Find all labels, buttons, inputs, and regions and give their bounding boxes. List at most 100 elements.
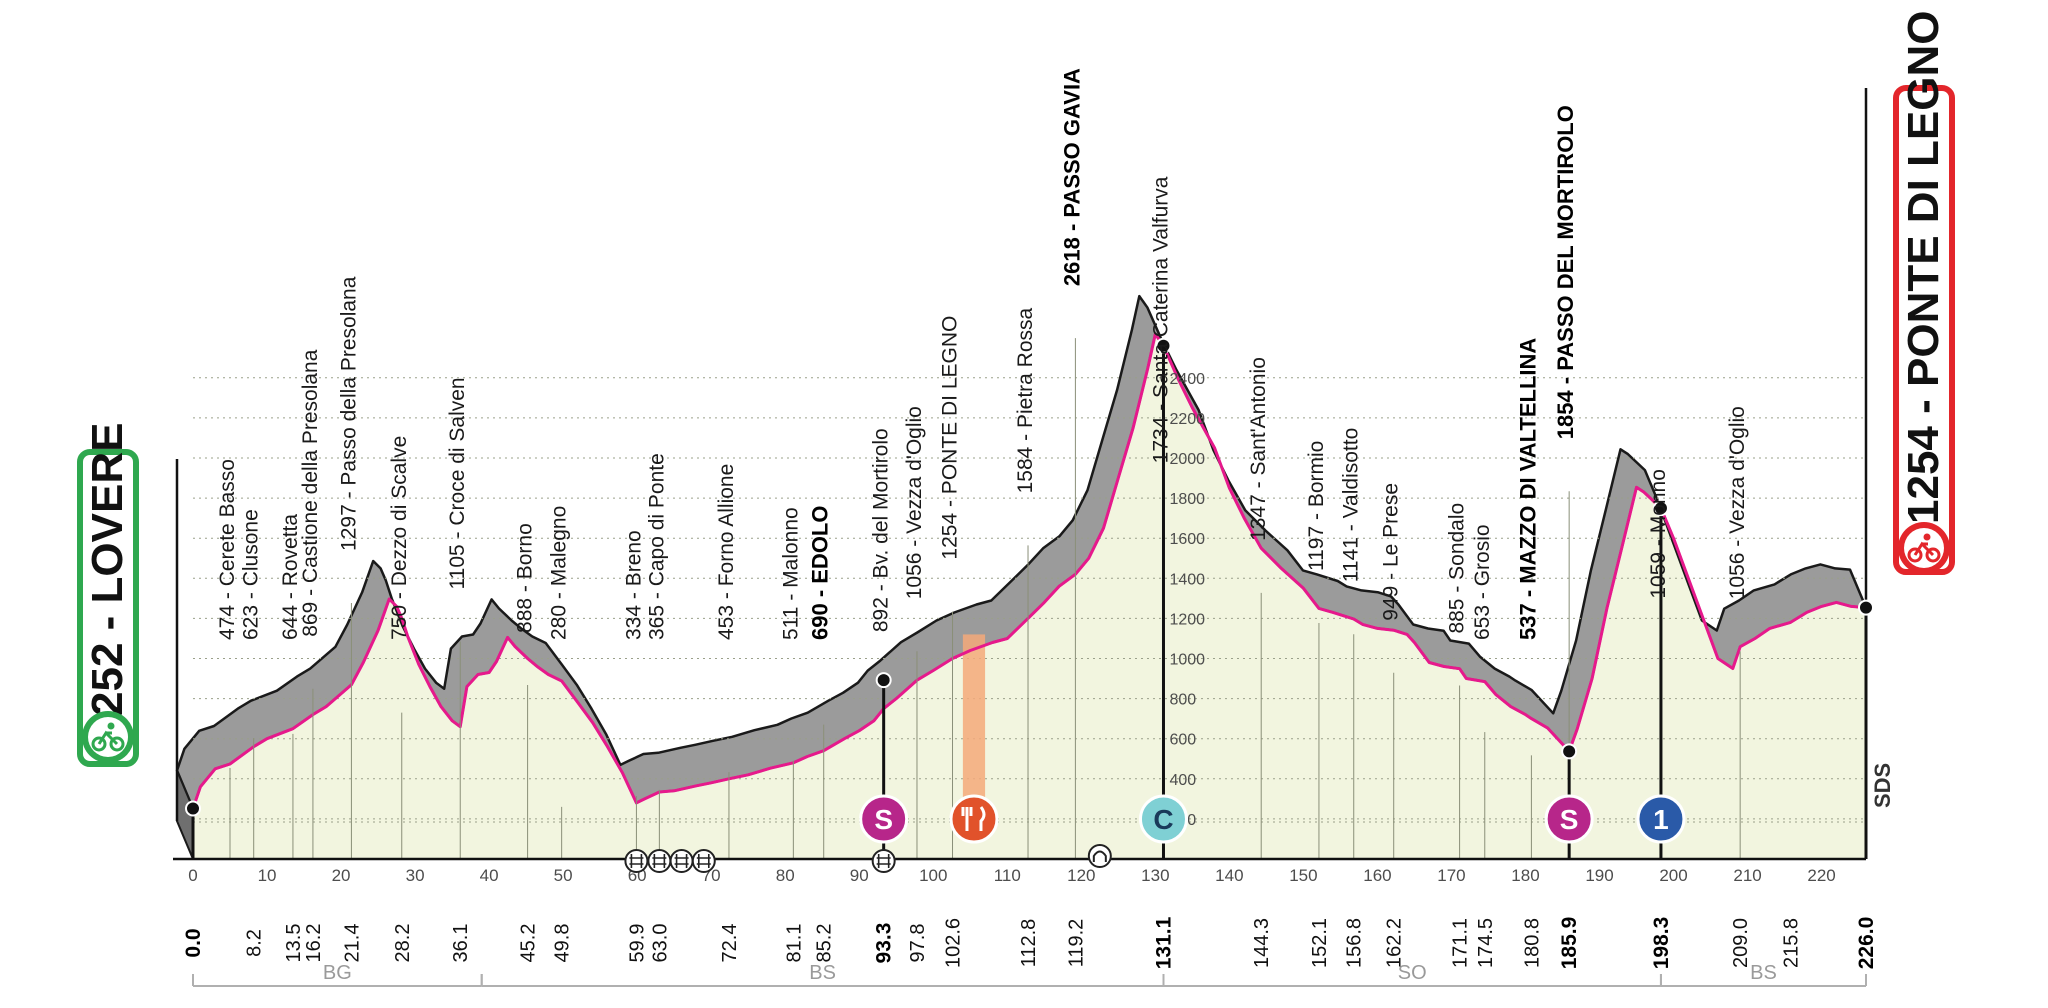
km-tick-label: 130: [1141, 866, 1169, 885]
distance-label: 152.1: [1309, 918, 1331, 968]
km-tick-label: 40: [480, 866, 499, 885]
place-label: 949 - Le Prese: [1380, 483, 1403, 621]
km-tick-label: 170: [1437, 866, 1465, 885]
distance-label: 13.5: [283, 924, 305, 963]
finish-bicycle-icon: [1907, 541, 1941, 563]
rail-crossing-icon: [871, 849, 896, 873]
place-label: 1254 - PONTE DI LEGNO: [939, 316, 962, 560]
place-label: 2618 - PASSO GAVIA: [1059, 68, 1084, 286]
marker-dot: [875, 672, 892, 689]
km-tick-label: 100: [919, 866, 947, 885]
km-tick-label: 120: [1067, 866, 1095, 885]
km-tick-label: 30: [406, 866, 425, 885]
distance-label: 97.8: [907, 924, 929, 963]
place-label: 474 - Cerete Basso: [216, 459, 239, 640]
distance-label: 215.8: [1780, 918, 1802, 968]
place-label: 653 - Grosio: [1471, 524, 1494, 640]
distance-label: 36.1: [450, 924, 472, 963]
place-label: 1297 - Passo della Presolana: [337, 276, 360, 551]
place-label: 1347 - Sant'Antonio: [1247, 357, 1270, 541]
altitude-tick-label: 2000: [1169, 451, 1205, 468]
altitude-tick-label: 2200: [1169, 411, 1205, 428]
sprint-icon: [859, 794, 909, 844]
altitude-tick-label: 2400: [1169, 371, 1205, 388]
marker-dot: [1652, 500, 1669, 517]
feed-zone-layer: [962, 634, 986, 819]
rail-track-icon: [652, 854, 667, 868]
km-tick-label: 90: [850, 866, 869, 885]
province-label: BS: [809, 962, 836, 984]
climb-c-icon: [1138, 794, 1188, 844]
distance-label: 131.1: [1152, 916, 1175, 969]
icons-layer: S C S 1: [624, 794, 1686, 873]
finish-rider-head: [1923, 533, 1931, 541]
marker-dot: [1155, 337, 1172, 354]
marker-dot: [1561, 743, 1578, 760]
km-tick-label: 110: [994, 866, 1021, 885]
distance-label: 174.5: [1475, 918, 1497, 968]
province-label: SO: [1398, 962, 1427, 984]
distance-label: 162.2: [1384, 918, 1406, 968]
province-label: BG: [323, 962, 352, 984]
marker-dot: [1858, 599, 1874, 616]
rail-crossing-icon: [647, 849, 672, 873]
start-badge-frame: [77, 449, 139, 767]
distance-label: 156.8: [1344, 918, 1366, 968]
km-tick-label: 80: [776, 866, 795, 885]
start-badge: 252 - LOVERE: [77, 423, 139, 767]
place-label: 644 - Rovetta: [279, 514, 302, 640]
place-label: 334 - Breno: [622, 530, 645, 640]
km-tick-label: 160: [1363, 866, 1391, 885]
place-label: 453 - Forno Allione: [715, 464, 738, 640]
place-label: 511 - Malonno: [779, 507, 802, 640]
place-label: 1105 - Croce di Salven: [446, 377, 469, 589]
feed-zone-band: [962, 634, 986, 819]
place-label: 537 - MAZZO DI VALTELLINA: [1515, 338, 1540, 640]
km-tick-label: 20: [332, 866, 351, 885]
start-rider-head: [107, 722, 115, 730]
altitude-tick-label: 1000: [1169, 652, 1205, 669]
tunnel-arch-icon: [1092, 850, 1107, 862]
altitude-tick-label: 1600: [1169, 531, 1205, 548]
distance-label: 119.2: [1065, 919, 1087, 968]
place-label: 888 - Borno: [514, 523, 537, 633]
distance-label: 198.3: [1650, 917, 1673, 970]
sprint-icon-label: S: [1560, 804, 1579, 835]
km-tick-label: 10: [258, 866, 277, 885]
distance-label: 8.2: [244, 929, 266, 957]
distance-label: 209.0: [1730, 918, 1752, 968]
province-layer: BG BS SO BS: [192, 962, 1867, 987]
distance-label: 85.2: [814, 924, 836, 963]
tunnel-icon: [1087, 844, 1112, 868]
province-label: BS: [1750, 962, 1777, 984]
fork-knife-icon: [961, 806, 986, 831]
distance-label: 144.3: [1251, 918, 1273, 968]
place-label: 1734 - Santa Caterina Valfurva: [1149, 176, 1172, 463]
km-tick-label: 220: [1807, 866, 1835, 885]
distance-label: 21.4: [341, 924, 363, 963]
distance-label: 59.9: [626, 924, 648, 963]
distance-label: 180.8: [1521, 918, 1543, 968]
place-label: 365 - Capo di Ponte: [645, 453, 668, 640]
rail-track-icon: [629, 854, 644, 868]
distance-label: 0.0: [182, 928, 205, 957]
km-tick-label: 210: [1733, 866, 1761, 885]
axis-layer: 2004006008001000120014001600180020002200…: [173, 371, 1878, 969]
place-label: 690 - EDOLO: [808, 506, 833, 640]
distance-label: 112.8: [1018, 919, 1040, 968]
altitude-tick-label: 1800: [1169, 491, 1205, 508]
terrain-area: [193, 334, 1866, 860]
place-label: 1059 - Monno: [1647, 469, 1670, 599]
place-label: 1854 - PASSO DEL MORTIROLO: [1553, 105, 1578, 439]
climb-c-icon-label: C: [1153, 804, 1173, 835]
km-tick-label: 190: [1585, 866, 1613, 885]
distance-label: 171.1: [1450, 918, 1472, 968]
place-label: 885 - Sondalo: [1446, 503, 1469, 634]
place-label: 280 - Malegno: [548, 506, 571, 640]
distance-label: 63.0: [649, 924, 671, 963]
rail-crossing-icon: [669, 849, 694, 873]
km-tick-label: 180: [1511, 866, 1539, 885]
distance-label: 226.0: [1855, 917, 1878, 970]
altitude-tick-label: 1200: [1169, 611, 1205, 628]
